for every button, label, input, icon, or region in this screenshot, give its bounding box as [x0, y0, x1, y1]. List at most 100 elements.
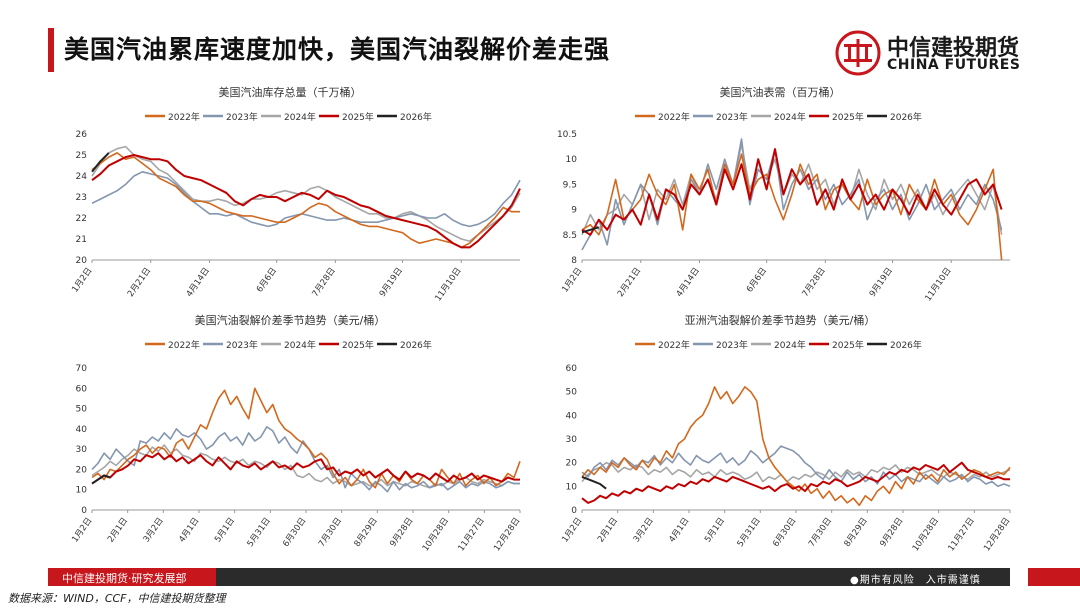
legend-label: 2022年 — [658, 111, 690, 123]
x-tick-label: 5月1日 — [213, 516, 237, 545]
legend-item: 2025年 — [319, 339, 374, 351]
series-line — [581, 475, 607, 490]
footer-arrow-icon — [1028, 568, 1080, 586]
legend-label: 2023年 — [226, 111, 258, 123]
legend-item: 2023年 — [203, 339, 258, 351]
x-tick-label: 6月6日 — [745, 266, 769, 295]
series-line — [91, 171, 521, 228]
series-line — [91, 152, 520, 249]
legend-label: 2026年 — [400, 111, 432, 123]
legend-item: 2025年 — [809, 339, 864, 351]
legend-label: 2024年 — [774, 111, 806, 123]
x-tick-label: 7月28日 — [311, 266, 338, 299]
series-line — [91, 154, 521, 249]
legend-label: 2026年 — [890, 339, 922, 351]
x-tick-label: 5月31日 — [246, 516, 273, 549]
x-tick-label: 6月6日 — [255, 266, 279, 295]
y-tick-label: 40 — [566, 411, 578, 421]
series-line — [581, 153, 1003, 261]
x-tick-label: 5月1日 — [703, 516, 727, 545]
x-tick-label: 7月28日 — [801, 266, 828, 299]
footer-department: 中信建投期货·研究发展部 — [62, 572, 187, 585]
y-tick-label: 10 — [76, 486, 88, 496]
x-tick-label: 1月2日 — [560, 516, 584, 545]
logo-mark-icon — [835, 30, 881, 76]
y-tick-label: 70 — [76, 364, 88, 374]
x-tick-label: 2月21日 — [126, 266, 153, 299]
chart-title: 亚洲汽油裂解价差季节趋势（美元/桶） — [685, 313, 876, 327]
y-tick-label: 9.5 — [563, 180, 577, 190]
chart-asia-gasoline-crack-spread: 亚洲汽油裂解价差季节趋势（美元/桶） 2022年 2023年 2024年 2025年 20… — [540, 310, 1020, 562]
series-line — [581, 461, 1011, 483]
legend-label: 2025年 — [342, 339, 374, 351]
series-line — [91, 145, 521, 242]
y-tick-label: 21 — [76, 235, 87, 245]
x-tick-label: 1月2日 — [560, 266, 584, 295]
legend-label: 2023年 — [716, 111, 748, 123]
legend-label: 2022年 — [168, 111, 200, 123]
y-tick-label: 9 — [571, 206, 577, 216]
x-tick-label: 11月10日 — [923, 266, 953, 303]
x-tick-label: 12月28日 — [982, 516, 1012, 553]
x-tick-label: 4月1日 — [177, 516, 201, 545]
logo-chinese-name: 中信建投期货 — [887, 36, 1020, 61]
legend-item: 2022年 — [145, 111, 200, 123]
y-tick-label: 8 — [571, 256, 577, 266]
x-tick-label: 5月31日 — [736, 516, 763, 549]
footer-accent — [48, 568, 216, 586]
x-tick-label: 12月28日 — [492, 516, 522, 553]
legend-item: 2022年 — [635, 339, 690, 351]
chart-us-gasoline-inventory: 美国汽油库存总量（千万桶） 2022年 2023年 2024年 2025年 2026年 20… — [50, 82, 530, 303]
legend-item: 2024年 — [751, 339, 806, 351]
legend-item: 2023年 — [693, 111, 748, 123]
series-line — [581, 226, 600, 234]
x-tick-label: 11月27日 — [456, 516, 486, 553]
legend-label: 2024年 — [284, 111, 316, 123]
y-tick-label: 20 — [76, 465, 88, 475]
x-tick-label: 2月1日 — [596, 516, 620, 545]
data-source: 数据来源：WIND，CCF，中信建投期货整理 — [8, 592, 226, 605]
y-tick-label: 10.5 — [557, 130, 577, 140]
x-tick-label: 10月28日 — [911, 516, 941, 553]
x-tick-label: 10月28日 — [421, 516, 451, 553]
legend-item: 2022年 — [635, 111, 690, 123]
series-line — [91, 452, 520, 485]
x-tick-label: 1月2日 — [70, 516, 94, 545]
x-tick-label: 9月28日 — [388, 516, 415, 549]
legend-item: 2024年 — [261, 339, 316, 351]
legend-item: 2023年 — [203, 111, 258, 123]
y-tick-label: 22 — [76, 214, 87, 224]
legend-item: 2023年 — [693, 339, 748, 351]
legend-label: 2022年 — [168, 339, 200, 351]
chart-svg: 美国汽油库存总量（千万桶） 2022年 2023年 2024年 2025年 2026年 20… — [70, 85, 521, 303]
series-line — [91, 152, 110, 173]
y-tick-label: 20 — [566, 459, 578, 469]
x-tick-label: 3月2日 — [142, 516, 166, 545]
y-tick-label: 23 — [76, 193, 87, 203]
legend-item: 2026年 — [377, 111, 432, 123]
legend-item: 2026年 — [867, 111, 922, 123]
series-line — [581, 445, 1011, 488]
legend-label: 2024年 — [284, 339, 316, 351]
legend-item: 2024年 — [261, 111, 316, 123]
x-tick-label: 6月30日 — [771, 516, 798, 549]
x-tick-label: 4月14日 — [675, 266, 702, 299]
x-tick-label: 8月29日 — [353, 516, 380, 549]
series-line — [581, 461, 1010, 504]
series-line — [91, 474, 111, 485]
footer-risk-warning: ●期市有风险 入市需谨慎 — [850, 575, 981, 586]
legend-label: 2022年 — [658, 339, 690, 351]
x-tick-label: 6月30日 — [281, 516, 308, 549]
y-tick-label: 60 — [566, 364, 578, 374]
chart-title: 美国汽油库存总量（千万桶） — [219, 85, 362, 99]
chart-us-gasoline-demand: 美国汽油表需（百万桶） 2022年 2023年 2024年 2025年 2026年 8 8.5… — [540, 82, 1020, 303]
y-tick-label: 8.5 — [563, 231, 577, 241]
x-tick-label: 9月28日 — [878, 516, 905, 549]
x-tick-label: 4月14日 — [185, 266, 212, 299]
chart-svg: 亚洲汽油裂解价差季节趋势（美元/桶） 2022年 2023年 2024年 2025年 20… — [560, 313, 1012, 553]
legend-item: 2022年 — [145, 339, 200, 351]
legend-label: 2025年 — [832, 111, 864, 123]
chart-title: 美国汽油表需（百万桶） — [720, 85, 841, 99]
legend-label: 2023年 — [716, 339, 748, 351]
footer-bar — [48, 568, 1010, 586]
